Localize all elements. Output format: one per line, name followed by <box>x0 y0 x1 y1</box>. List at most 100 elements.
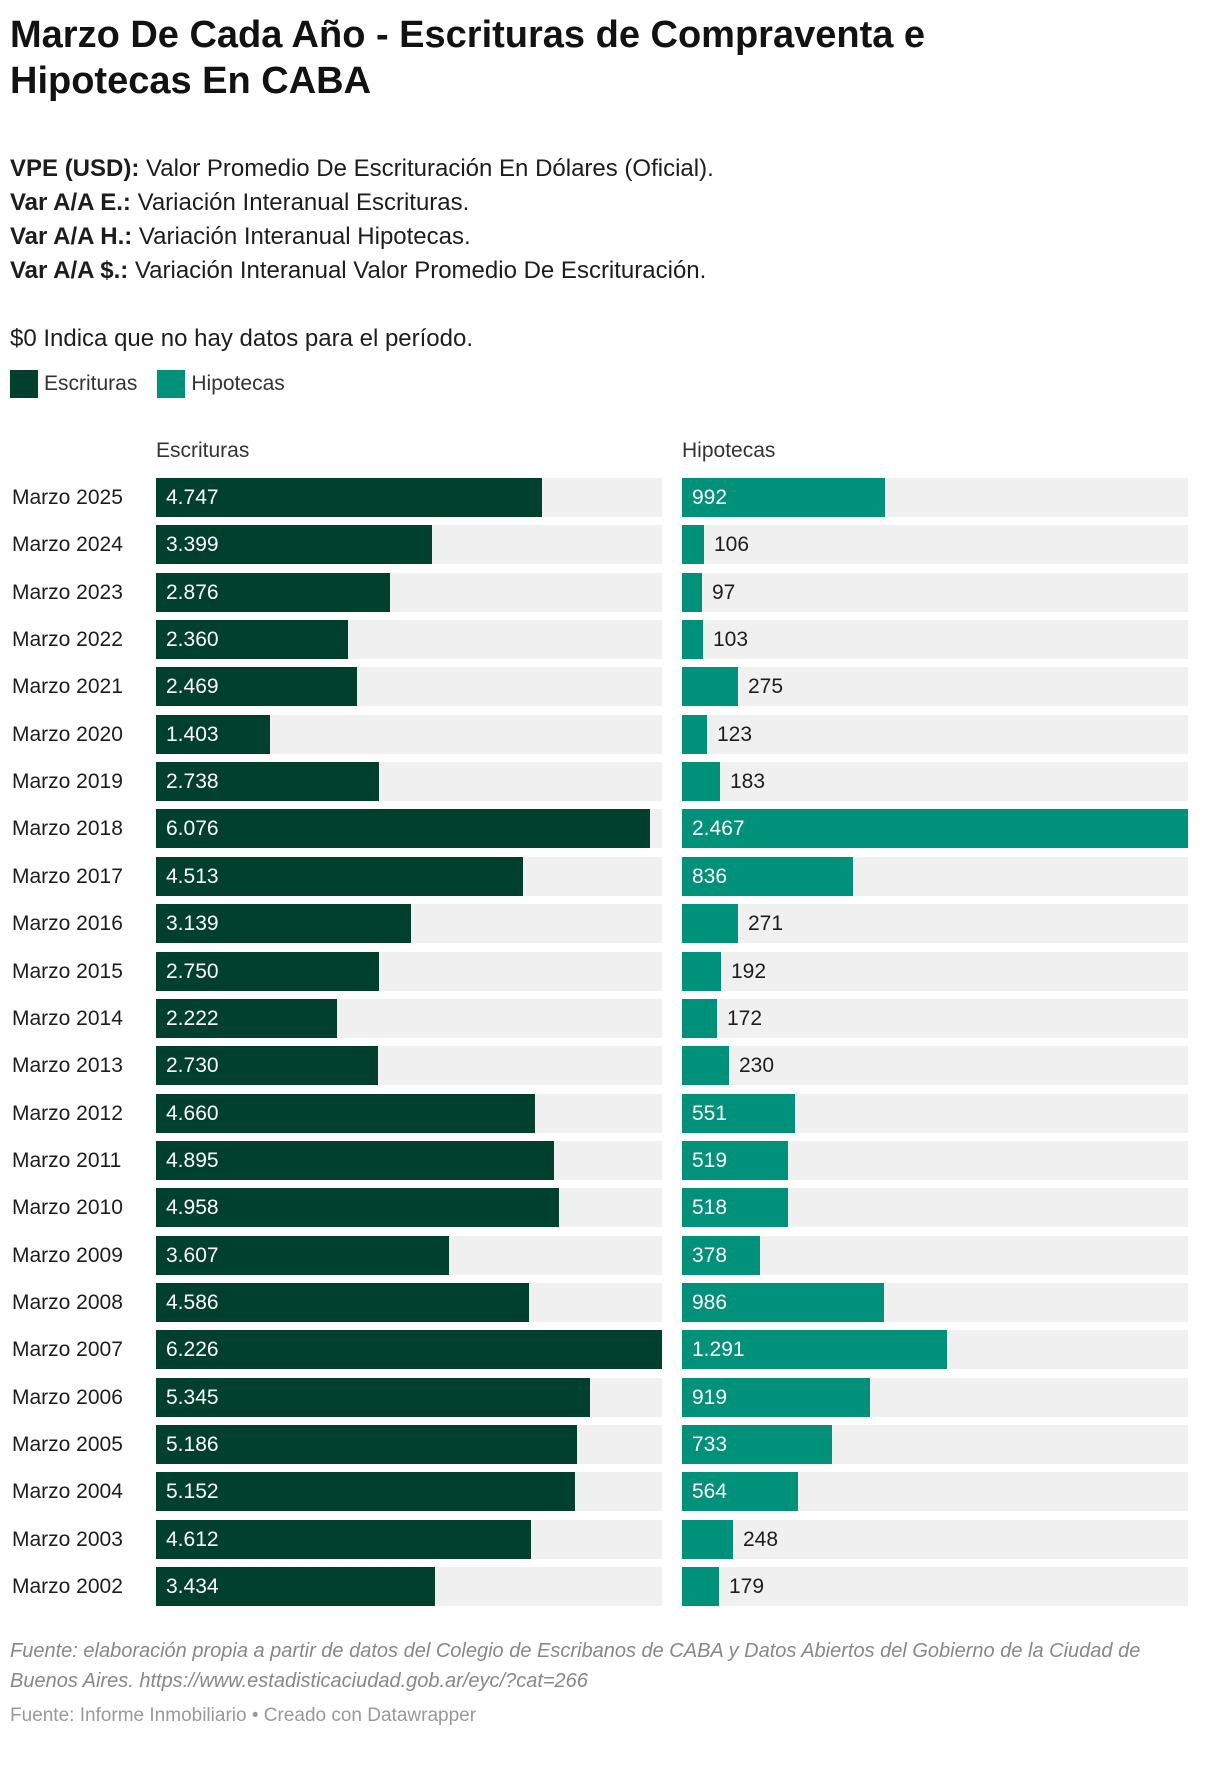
hipotecas-bar <box>682 1188 788 1228</box>
row-label: Marzo 2011 <box>12 1148 122 1172</box>
escrituras-bar <box>156 1472 575 1512</box>
hipotecas-bar <box>682 762 720 802</box>
legend: Escrituras Hipotecas <box>10 370 1210 398</box>
hipotecas-value-label: 230 <box>739 1054 775 1078</box>
row-label: Marzo 2006 <box>12 1385 123 1409</box>
hipotecas-bar <box>682 1046 729 1086</box>
escrituras-value-label: 4.958 <box>166 1196 219 1220</box>
hipotecas-value-label: 986 <box>692 1290 728 1314</box>
hipotecas-value-label: 183 <box>730 770 766 794</box>
escrituras-bar <box>156 951 379 991</box>
hipotecas-value-label: 103 <box>713 628 749 652</box>
row-label: Marzo 2008 <box>12 1290 123 1314</box>
row-label: Marzo 2018 <box>12 817 123 841</box>
hipotecas-bar <box>682 1235 760 1275</box>
column-header-escrituras: Escrituras <box>156 439 250 462</box>
escrituras-bar <box>156 478 542 517</box>
hipotecas-track <box>682 904 1188 944</box>
hipotecas-bar <box>682 809 1188 849</box>
escrituras-bar <box>156 1235 449 1275</box>
hipotecas-track <box>682 998 1188 1038</box>
definition-var-e: Var A/A E.: Variación Interanual Escritu… <box>10 189 470 216</box>
row-label: Marzo 2007 <box>12 1338 123 1362</box>
hipotecas-bar <box>682 1282 884 1322</box>
legend-swatch-escrituras <box>10 370 38 398</box>
source-note: Fuente: elaboración propia a partir de d… <box>10 1640 1141 1692</box>
escrituras-value-label: 4.660 <box>166 1101 219 1125</box>
hipotecas-bar <box>682 951 721 991</box>
definitions: VPE (USD): Valor Promedio De Escrituraci… <box>10 152 1210 288</box>
row-label: Marzo 2013 <box>12 1054 123 1078</box>
row-label: Marzo 2017 <box>12 864 123 888</box>
escrituras-value-label: 4.747 <box>166 486 219 509</box>
escrituras-bar <box>156 762 379 802</box>
hipotecas-value-label: 1.291 <box>692 1338 745 1362</box>
escrituras-value-label: 4.612 <box>166 1527 219 1551</box>
hipotecas-bar <box>682 904 738 944</box>
hipotecas-bar <box>682 572 702 612</box>
escrituras-value-label: 2.360 <box>166 628 219 652</box>
row-label: Marzo 2025 <box>12 486 123 509</box>
hipotecas-value-label: 106 <box>714 533 750 557</box>
row-label: Marzo 2024 <box>12 533 123 557</box>
hipotecas-value-label: 275 <box>748 675 784 699</box>
legend-item-escrituras: Escrituras <box>10 370 137 398</box>
hipotecas-bar <box>682 667 738 707</box>
escrituras-bar <box>156 1519 531 1559</box>
escrituras-bar <box>156 809 650 849</box>
hipotecas-value-label: 2.467 <box>692 817 745 841</box>
hipotecas-value-label: 564 <box>692 1480 728 1504</box>
note-text: $0 Indica que no hay datos para el perío… <box>10 325 474 352</box>
hipotecas-value-label: 919 <box>692 1385 728 1409</box>
row-label: Marzo 2020 <box>12 722 123 746</box>
column-header-hipotecas: Hipotecas <box>682 439 776 462</box>
definition-vpe: VPE (USD): Valor Promedio De Escrituraci… <box>10 155 714 182</box>
hipotecas-track <box>682 1235 1188 1275</box>
row-label: Marzo 2015 <box>12 959 123 983</box>
row-label: Marzo 2022 <box>12 628 123 652</box>
row-label: Marzo 2002 <box>12 1575 123 1599</box>
definition-var-price: Var A/A $.: Variación Interanual Valor P… <box>10 257 707 284</box>
definition-var-h: Var A/A H.: Variación Interanual Hipotec… <box>10 223 471 250</box>
hipotecas-value-label: 733 <box>692 1433 728 1456</box>
legend-item-hipotecas: Hipotecas <box>157 370 285 398</box>
hipotecas-track <box>682 762 1188 802</box>
escrituras-value-label: 2.876 <box>166 580 219 604</box>
chart-container: Marzo De Cada Año - Escrituras de Compra… <box>0 0 1220 398</box>
hipotecas-value-label: 192 <box>731 959 767 983</box>
hipotecas-track <box>682 1519 1188 1559</box>
escrituras-value-label: 4.513 <box>166 864 219 888</box>
hipotecas-bar <box>682 1519 733 1559</box>
hipotecas-value-label: 271 <box>748 912 784 936</box>
escrituras-value-label: 4.895 <box>166 1148 219 1172</box>
escrituras-bar <box>156 667 357 707</box>
hipotecas-bar <box>682 620 703 660</box>
hipotecas-value-label: 836 <box>692 864 728 888</box>
row-label: Marzo 2016 <box>12 912 123 936</box>
hipotecas-value-label: 551 <box>692 1101 728 1125</box>
hipotecas-track <box>682 1567 1188 1607</box>
hipotecas-bar <box>682 1377 870 1417</box>
escrituras-value-label: 5.152 <box>166 1480 219 1504</box>
escrituras-value-label: 4.586 <box>166 1290 219 1314</box>
escrituras-value-label: 2.750 <box>166 959 219 983</box>
escrituras-value-label: 1.403 <box>166 722 219 746</box>
escrituras-bar <box>156 1330 662 1370</box>
hipotecas-value-label: 378 <box>692 1243 728 1267</box>
escrituras-value-label: 3.139 <box>166 912 219 936</box>
hipotecas-bar <box>682 525 704 565</box>
escrituras-value-label: 6.076 <box>166 817 219 841</box>
hipotecas-bar <box>682 1093 795 1133</box>
row-label: Marzo 2019 <box>12 770 123 794</box>
escrituras-bar <box>156 620 348 660</box>
row-label: Marzo 2023 <box>12 580 123 604</box>
escrituras-bar <box>156 1188 559 1228</box>
hipotecas-value-label: 172 <box>727 1006 763 1030</box>
escrituras-bar <box>156 1567 435 1607</box>
escrituras-value-label: 5.186 <box>166 1433 219 1456</box>
hipotecas-bar <box>682 998 717 1038</box>
row-label: Marzo 2009 <box>12 1243 123 1267</box>
hipotecas-track <box>682 572 1188 612</box>
escrituras-bar <box>156 1093 535 1133</box>
hipotecas-track <box>682 667 1188 707</box>
